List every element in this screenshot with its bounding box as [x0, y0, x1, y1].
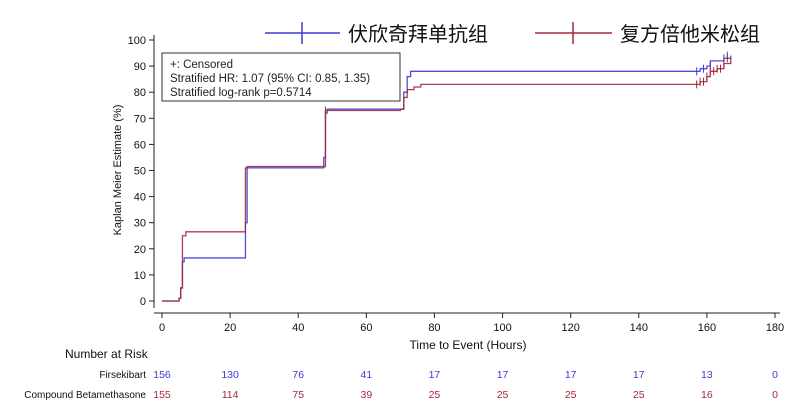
risk-value: 41 [360, 369, 372, 381]
legend: 伏欣奇拜单抗组 复方倍他米松组 [265, 22, 760, 46]
risk-value: 156 [153, 369, 171, 381]
x-tick-label: 180 [766, 322, 784, 334]
annotation-box: +: Censored Stratified HR: 1.07 (95% CI:… [161, 52, 401, 102]
risk-value: 16 [701, 389, 713, 401]
risk-value: 39 [360, 389, 372, 401]
y-axis-label: Kaplan Meier Estimate (%) [112, 105, 124, 236]
risk-value: 76 [292, 369, 304, 381]
x-tick-label: 140 [630, 322, 648, 334]
risk-value: 130 [221, 369, 239, 381]
y-tick-label: 0 [140, 296, 146, 308]
risk-value: 17 [497, 369, 509, 381]
risk-value: 17 [429, 369, 441, 381]
risk-value: 25 [497, 389, 509, 401]
x-tick-label: 40 [292, 322, 304, 334]
y-tick-label: 50 [134, 166, 146, 178]
y-tick-label: 20 [134, 244, 146, 256]
y-tick-label: 40 [134, 192, 146, 204]
risk-value: 25 [429, 389, 441, 401]
risk-value: 17 [565, 369, 577, 381]
legend-item-series-1: 伏欣奇拜单抗组 [265, 22, 488, 46]
x-tick-label: 60 [360, 322, 372, 334]
axes: 0 10 20 30 40 50 60 70 80 90 100 0 20 40 60 80 100 120 140… [128, 35, 784, 334]
legend-item-series-2: 复方倍他米松组 [535, 22, 760, 46]
legend-label-series-1: 伏欣奇拜单抗组 [348, 23, 488, 46]
y-tick-label: 60 [134, 139, 146, 151]
risk-value: 13 [701, 369, 713, 381]
y-tick-label: 80 [134, 87, 146, 99]
risk-value: 17 [633, 369, 645, 381]
x-tick-label: 120 [561, 322, 579, 334]
x-axis-label: Time to Event (Hours) [410, 338, 527, 352]
annotation-frame [161, 52, 401, 102]
risk-value: 114 [222, 389, 239, 401]
annotation-censored: +: Censored [170, 59, 233, 71]
annotation-hr: Stratified HR: 1.07 (95% CI: 0.85, 1.35) [170, 73, 370, 85]
risk-value: 75 [292, 389, 304, 401]
risk-value: 0 [772, 369, 778, 381]
y-tick-label: 30 [134, 218, 146, 230]
legend-label-series-2: 复方倍他米松组 [620, 23, 760, 46]
curves [162, 51, 732, 302]
risk-value: 0 [772, 389, 778, 401]
risk-value: 155 [153, 389, 171, 401]
annotation-logrank: Stratified log-rank p=0.5714 [170, 87, 312, 99]
y-tick-label: 10 [134, 270, 146, 282]
risk-value: 25 [633, 389, 645, 401]
risk-row-label-2: Compound Betamethasone [24, 390, 146, 401]
risk-table: Number at Risk Firsekibart Compound Beta… [24, 347, 778, 401]
risk-value: 25 [565, 389, 577, 401]
y-tick-label: 90 [134, 61, 146, 73]
x-tick-label: 160 [698, 322, 716, 334]
x-tick-label: 80 [428, 322, 440, 334]
y-tick-label: 70 [134, 113, 146, 125]
x-tick-label: 0 [159, 322, 165, 334]
x-tick-label: 20 [224, 322, 236, 334]
y-tick-label: 100 [128, 35, 146, 47]
risk-table-title: Number at Risk [65, 347, 149, 361]
risk-row-label-1: Firsekibart [99, 370, 146, 381]
x-tick-label: 100 [493, 322, 511, 334]
